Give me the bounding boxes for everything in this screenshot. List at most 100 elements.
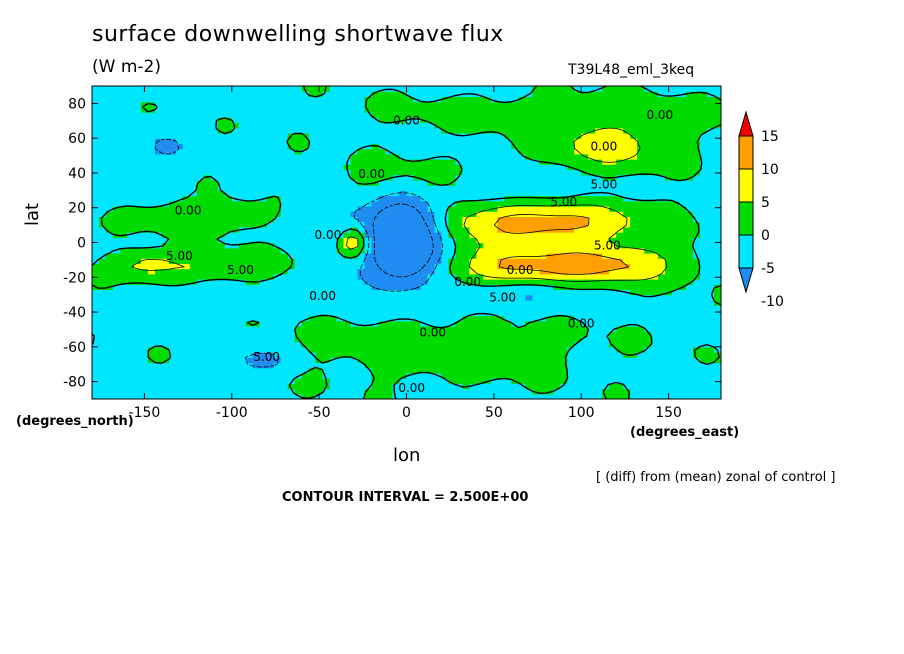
- heatmap-cell: [448, 86, 457, 92]
- heatmap-cell: [357, 341, 366, 348]
- heatmap-cell: [504, 357, 512, 364]
- heatmap-cell: [623, 91, 631, 98]
- heatmap-cell: [609, 352, 617, 358]
- heatmap-cell: [651, 393, 659, 399]
- heatmap-cell: [154, 393, 163, 399]
- heatmap-cell: [546, 205, 554, 212]
- heatmap-cell: [539, 372, 547, 379]
- heatmap-cell: [609, 294, 617, 301]
- heatmap-cell: [203, 346, 212, 353]
- heatmap-cell: [378, 310, 387, 317]
- heatmap-cell: [98, 226, 107, 233]
- heatmap-cell: [630, 247, 638, 254]
- heatmap-cell: [210, 357, 219, 364]
- heatmap-cell: [294, 294, 303, 301]
- heatmap-cell: [637, 305, 645, 311]
- heatmap-cell: [112, 393, 121, 399]
- heatmap-cell: [189, 232, 198, 238]
- heatmap-cell: [413, 378, 422, 384]
- heatmap-cell: [119, 284, 128, 291]
- heatmap-cell: [133, 346, 142, 353]
- heatmap-cell: [105, 320, 114, 327]
- heatmap-cell: [644, 190, 652, 197]
- heatmap-cell: [238, 185, 247, 191]
- heatmap-cell: [98, 179, 107, 186]
- heatmap-cell: [308, 237, 317, 244]
- heatmap-cell: [364, 310, 373, 317]
- heatmap-cell: [413, 362, 422, 369]
- heatmap-cell: [168, 211, 177, 218]
- heatmap-cell: [287, 378, 296, 384]
- heatmap-cell: [651, 221, 659, 228]
- heatmap-cell: [581, 258, 589, 264]
- heatmap-cell: [462, 367, 470, 374]
- heatmap-cell: [287, 305, 296, 311]
- heatmap-cell: [406, 325, 415, 332]
- heatmap-cell: [616, 216, 624, 223]
- heatmap-cell: [553, 372, 561, 379]
- heatmap-cell: [126, 148, 135, 155]
- heatmap-cell: [385, 112, 394, 118]
- heatmap-cell: [189, 179, 198, 186]
- heatmap-cell: [630, 252, 638, 259]
- heatmap-cell: [539, 352, 547, 358]
- heatmap-cell: [147, 211, 156, 218]
- heatmap-cell: [182, 127, 191, 134]
- heatmap-cell: [350, 352, 359, 358]
- heatmap-cell: [224, 132, 233, 139]
- heatmap-cell: [595, 346, 603, 353]
- heatmap-cell: [322, 268, 331, 275]
- heatmap-cell: [658, 315, 666, 322]
- heatmap-cell: [210, 372, 219, 379]
- heatmap-cell: [175, 273, 184, 280]
- heatmap-cell: [273, 331, 282, 337]
- heatmap-cell: [315, 138, 324, 144]
- heatmap-cell: [105, 299, 114, 306]
- heatmap-cell: [287, 179, 296, 186]
- heatmap-cell: [553, 117, 561, 124]
- heatmap-cell: [595, 221, 603, 228]
- heatmap-cell: [623, 127, 631, 134]
- heatmap-cell: [92, 273, 100, 280]
- heatmap-cell: [189, 221, 198, 228]
- heatmap-cell: [168, 273, 177, 280]
- heatmap-cell: [154, 169, 163, 176]
- heatmap-cell: [252, 341, 261, 348]
- heatmap-cell: [511, 279, 519, 285]
- heatmap-cell: [182, 211, 191, 218]
- heatmap-cell: [168, 91, 177, 98]
- heatmap-cell: [238, 211, 247, 218]
- heatmap-cell: [112, 305, 121, 311]
- heatmap-cell: [448, 247, 457, 254]
- heatmap-cell: [665, 372, 673, 379]
- heatmap-cell: [413, 159, 422, 165]
- heatmap-cell: [154, 383, 163, 390]
- heatmap-cell: [441, 378, 450, 384]
- heatmap-cell: [322, 106, 331, 113]
- heatmap-cell: [378, 190, 387, 197]
- heatmap-cell: [623, 179, 631, 186]
- heatmap-cell: [168, 148, 177, 155]
- heatmap-cell: [308, 216, 317, 223]
- heatmap-cell: [504, 315, 512, 322]
- heatmap-cell: [357, 101, 366, 108]
- heatmap-cell: [112, 190, 121, 197]
- heatmap-cell: [532, 383, 540, 390]
- heatmap-cell: [434, 96, 443, 103]
- heatmap-cell: [497, 378, 505, 384]
- heatmap-cell: [315, 148, 324, 155]
- heatmap-cell: [595, 393, 603, 399]
- heatmap-cell: [371, 305, 380, 311]
- heatmap-cell: [133, 341, 142, 348]
- heatmap-cell: [427, 242, 436, 249]
- heatmap-cell: [476, 216, 484, 223]
- heatmap-cell: [175, 362, 184, 369]
- heatmap-cell: [112, 362, 121, 369]
- heatmap-cell: [658, 273, 666, 280]
- heatmap-cell: [175, 132, 184, 139]
- heatmap-cell: [357, 117, 366, 124]
- heatmap-cell: [476, 378, 484, 384]
- heatmap-cell: [315, 383, 324, 390]
- heatmap-cell: [490, 242, 498, 249]
- heatmap-cell: [98, 273, 107, 280]
